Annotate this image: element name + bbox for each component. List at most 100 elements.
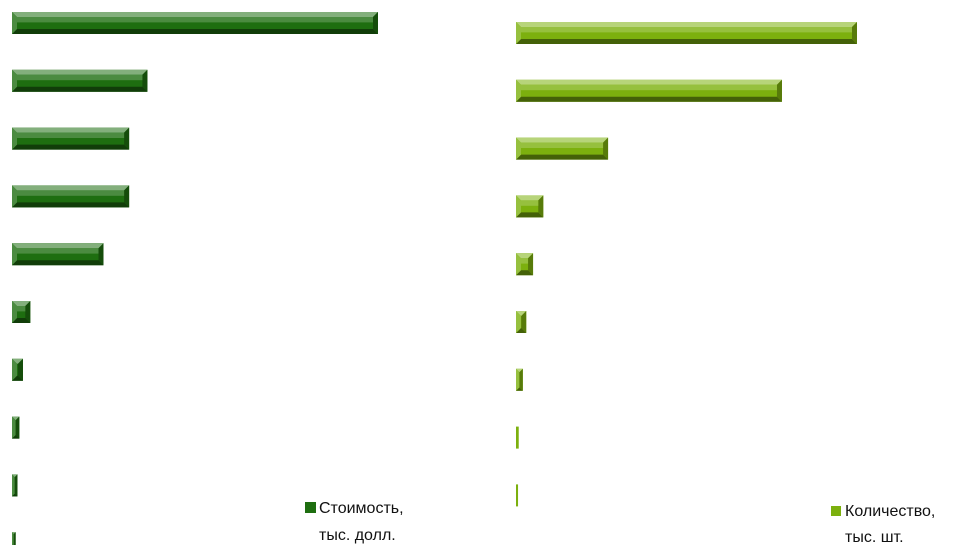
bar-bevel-left [12,474,15,497]
bar-bevel-bottom [516,212,544,218]
bar [516,426,519,449]
bar-bevel-top [12,358,23,364]
bar-bevel-left [12,416,16,439]
bar [12,474,18,497]
legend-label-value-line-2: тыс. долл. [319,527,396,544]
legend-label-quantity-line-1: Количество, [845,503,935,520]
bar-bevel-right [15,416,20,439]
bar-bevel-bottom [516,328,527,333]
bar-bevel-bottom [516,154,609,160]
bar-bevel-bottom [12,375,23,381]
bar-highlight [17,248,99,254]
bar-highlight [17,17,373,23]
bar-bevel-top [12,474,18,478]
bar-bevel-bottom [516,39,857,44]
bar-highlight [17,190,125,196]
bar-bevel-top [12,301,31,306]
bar-bevel-left [12,69,17,92]
value-chart [12,12,378,545]
bar-bevel-top [12,69,148,75]
bar-bevel-left [516,368,520,391]
bar-bevel-right [538,195,544,218]
bar [516,368,523,391]
bar-bevel-right [776,79,782,102]
bar-face [516,426,519,449]
bar [12,532,16,545]
bar-highlight [521,84,777,91]
bar-highlight [17,306,26,312]
bar-bevel-top [12,243,104,249]
bar [12,416,20,439]
bar [12,243,104,266]
bar-bevel-bottom [516,270,534,276]
bar [12,301,31,323]
bar-bevel-right [519,368,523,391]
bar-bevel-right [142,69,148,92]
bar-bevel-bottom [516,387,523,391]
bar-bevel-top [12,416,20,421]
bar-bevel-top [516,137,609,143]
bar-bevel-right [528,253,534,276]
bar-bevel-right [603,137,609,160]
bar-bevel-left [12,185,17,208]
bar-highlight [17,74,143,81]
bar-bevel-right [124,185,130,208]
bar-highlight [521,200,539,206]
bar-bevel-bottom [12,144,130,150]
bar [516,79,782,102]
bar-bevel-right [14,474,18,497]
bar-bevel-left [516,311,521,333]
bar-bevel-left [12,532,14,545]
bar-bevel-top [12,532,16,535]
bar-bevel-top [12,185,130,191]
bar-bevel-left [516,195,521,218]
bar-highlight [521,258,529,264]
bar-bevel-bottom [12,318,31,323]
bar [516,137,609,160]
bar-highlight [521,27,852,33]
bar [516,253,534,276]
bar-bevel-top [516,195,544,201]
bar-bevel-right [124,127,130,150]
bar-bevel-top [516,368,523,373]
bar-bevel-top [12,12,378,17]
legend-swatch-value [305,502,316,513]
bar-bevel-left [516,22,521,44]
bar-bevel-right [521,311,527,333]
bar-bevel-bottom [12,260,104,266]
quantity-chart [516,22,857,507]
bar-face [516,484,519,507]
bar [12,12,378,34]
bar-bevel-bottom [12,202,130,208]
bar-bevel-left [12,127,17,150]
bar-highlight [521,142,604,148]
bar-bevel-right [13,532,16,545]
bar-bevel-left [12,243,17,266]
bar [12,127,130,150]
legend-swatch-quantity [831,506,841,516]
bar-bevel-right [373,12,378,34]
bar-bevel-bottom [12,493,18,497]
bar-highlight [17,132,125,138]
bar-bevel-bottom [12,29,378,34]
legend-label-value-line-1: Стоимость, [319,500,404,517]
bar-bevel-left [12,301,17,323]
bar-bevel-bottom [12,434,20,439]
bar-face [516,311,527,333]
bar [12,358,23,381]
bar [516,22,857,44]
bar-bevel-right [852,22,857,44]
bar-bevel-bottom [12,86,148,92]
bar-bevel-right [98,243,104,266]
bar-bevel-left [516,253,521,276]
bar [12,69,148,92]
bar-bevel-left [12,358,17,381]
bar-bevel-left [516,79,521,102]
legend-quantity: Количество, тыс. шт. [831,503,935,545]
bar [516,484,519,507]
bar-bevel-bottom [516,96,782,102]
bar-bevel-top [516,79,782,85]
bar [516,311,527,333]
bar-bevel-right [17,358,23,381]
